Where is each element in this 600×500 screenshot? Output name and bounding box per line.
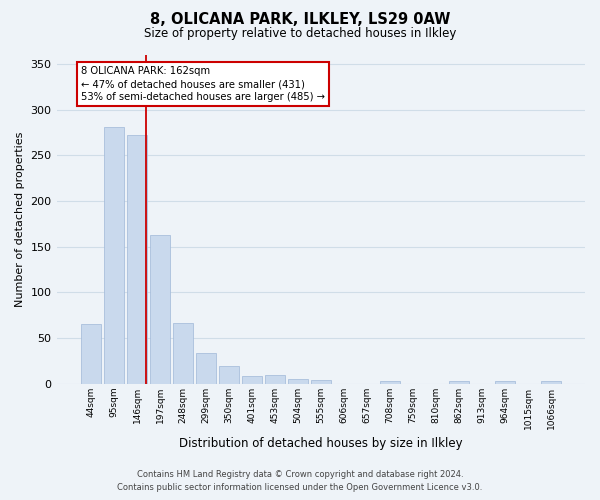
- Bar: [219, 366, 239, 384]
- Bar: [380, 381, 400, 384]
- Bar: [173, 322, 193, 384]
- Text: Size of property relative to detached houses in Ilkley: Size of property relative to detached ho…: [144, 28, 456, 40]
- Bar: [449, 381, 469, 384]
- Bar: [496, 381, 515, 384]
- Bar: [242, 376, 262, 384]
- Bar: [127, 136, 147, 384]
- Bar: [541, 381, 561, 384]
- Text: 8, OLICANA PARK, ILKLEY, LS29 0AW: 8, OLICANA PARK, ILKLEY, LS29 0AW: [150, 12, 450, 28]
- Bar: [150, 235, 170, 384]
- Bar: [265, 374, 285, 384]
- Bar: [104, 127, 124, 384]
- Bar: [311, 380, 331, 384]
- Bar: [196, 352, 216, 384]
- Text: 8 OLICANA PARK: 162sqm
← 47% of detached houses are smaller (431)
53% of semi-de: 8 OLICANA PARK: 162sqm ← 47% of detached…: [80, 66, 325, 102]
- Text: Contains HM Land Registry data © Crown copyright and database right 2024.
Contai: Contains HM Land Registry data © Crown c…: [118, 470, 482, 492]
- X-axis label: Distribution of detached houses by size in Ilkley: Distribution of detached houses by size …: [179, 437, 463, 450]
- Y-axis label: Number of detached properties: Number of detached properties: [15, 132, 25, 307]
- Bar: [81, 324, 101, 384]
- Bar: [289, 379, 308, 384]
